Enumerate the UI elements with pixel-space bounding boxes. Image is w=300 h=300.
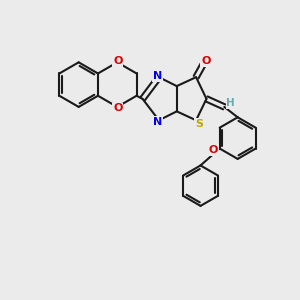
Text: H: H bbox=[226, 98, 235, 108]
Text: N: N bbox=[153, 117, 162, 127]
Text: O: O bbox=[201, 56, 211, 66]
Text: O: O bbox=[113, 56, 123, 66]
Text: S: S bbox=[195, 119, 203, 129]
Text: O: O bbox=[208, 145, 218, 155]
Text: O: O bbox=[113, 103, 123, 113]
Text: N: N bbox=[153, 71, 162, 81]
